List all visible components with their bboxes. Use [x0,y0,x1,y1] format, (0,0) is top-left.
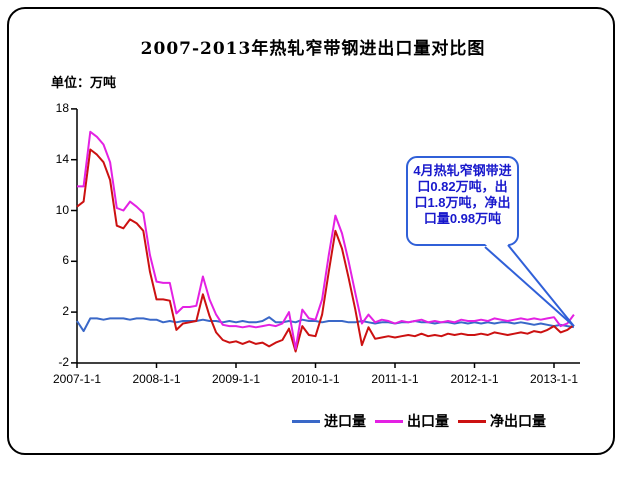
annotation-text: 4月热轧窄钢带进口0.82万吨，出口1.8万吨，净出口量0.98万吨 [413,163,512,226]
legend-swatch [292,419,320,423]
callout-tail-line [507,244,575,327]
legend-label: 净出口量 [490,413,546,429]
x-tick-label: 2012-1-1 [450,372,499,386]
legend-item-净出口量: 净出口量 [458,411,546,431]
legend-item-出口量: 出口量 [375,411,449,431]
y-tick-label: 10 [55,202,69,217]
y-tick-label: 18 [55,100,69,115]
x-tick-label: 2011-1-1 [371,372,419,386]
y-tick-label: 2 [62,304,69,319]
callout-tail-line [484,246,575,327]
y-tick-label: -2 [58,354,69,369]
unit-label: 单位：万吨 [51,75,117,90]
series-line-进口量 [76,316,575,333]
legend-label: 出口量 [407,413,449,429]
legend: 进口量 出口量 净出口量 [292,411,546,431]
legend-swatch [458,419,486,423]
window-frame: 2007-2013年热轧窄带钢进出口量对比图 单位：万吨 18 14 10 6 2 -2 … [7,7,615,455]
x-tick-label: 2008-1-1 [132,372,181,386]
x-tick-label: 2010-1-1 [291,372,340,386]
legend-item-进口量: 进口量 [292,411,366,431]
annotation-callout: 4月热轧窄钢带进口0.82万吨，出口1.8万吨，净出口量0.98万吨 [406,156,519,246]
x-tick-label: 2007-1-1 [52,372,102,386]
y-tick-label: 14 [55,151,69,166]
x-tick-label: 2013-1-1 [529,372,579,386]
legend-label: 进口量 [324,413,366,429]
y-tick-label: 6 [62,253,69,268]
chart-title: 2007-2013年热轧窄带钢进出口量对比图 [140,39,486,59]
x-tick-label: 2009-1-1 [211,372,261,386]
legend-swatch [375,419,403,423]
callout-tail-fill [485,244,574,327]
